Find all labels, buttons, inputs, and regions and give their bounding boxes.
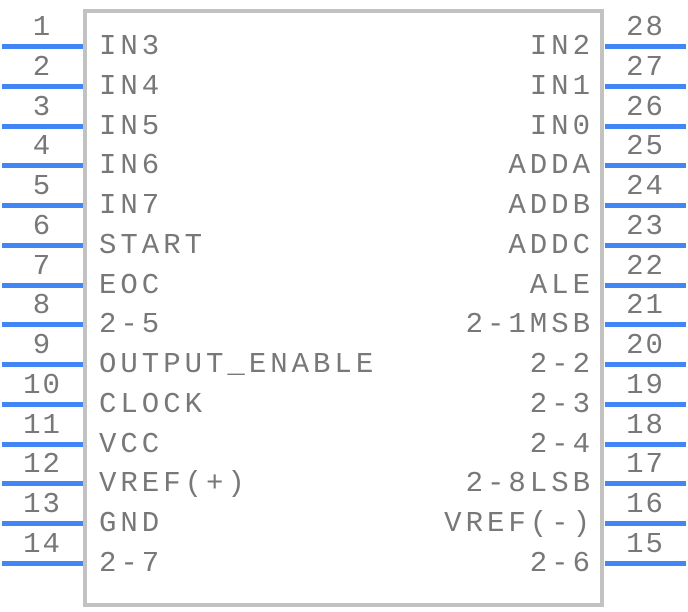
pin-label: VCC (99, 427, 164, 461)
pin-label: 2-2 (529, 348, 594, 382)
pin-number: 2 (32, 50, 53, 84)
pin-line (605, 401, 686, 407)
pin-number: 19 (626, 368, 665, 402)
pin-label: 2-3 (529, 387, 594, 421)
pin-number: 7 (32, 249, 53, 283)
pin-number: 5 (32, 170, 53, 204)
pin-line (2, 561, 83, 566)
pin-label: VREF(+) (99, 467, 249, 501)
pin-number: 21 (626, 289, 665, 323)
pin-label: OUTPUT_ENABLE (99, 348, 378, 382)
pin-line (605, 481, 686, 487)
pin-label: VREF(-) (444, 507, 594, 541)
pin-label: 2-1MSB (465, 308, 594, 342)
pin-line (605, 282, 686, 288)
pin-line (2, 44, 83, 49)
pin-line (605, 203, 686, 209)
pin-label: 2-8LSB (465, 467, 594, 501)
pin-line (2, 163, 83, 169)
pin-number: 22 (626, 249, 665, 283)
pin-line (605, 441, 686, 447)
pin-line (2, 401, 83, 407)
pin-line (2, 362, 83, 368)
pin-line (605, 521, 686, 527)
pin-line (605, 83, 686, 89)
pin-label: IN3 (99, 30, 164, 63)
pin-line (2, 123, 83, 129)
pin-number: 3 (32, 90, 53, 124)
pin-line (605, 123, 686, 129)
pin-line (605, 44, 686, 49)
pin-number: 17 (626, 448, 665, 482)
pin-label: EOC (99, 268, 164, 302)
pin-line (2, 242, 83, 248)
pin-line (2, 322, 83, 328)
pin-number: 11 (23, 408, 62, 442)
pin-number: 9 (32, 329, 53, 363)
pin-number: 26 (626, 90, 665, 124)
pin-label: IN2 (529, 30, 594, 63)
pin-line (605, 561, 686, 566)
ic-body (83, 9, 604, 607)
pin-label: IN1 (529, 69, 594, 103)
pin-line (605, 163, 686, 169)
pin-label: ADDC (508, 228, 594, 262)
pin-number: 15 (626, 528, 665, 561)
pin-line (605, 322, 686, 328)
pin-line (2, 282, 83, 288)
pin-label: IN6 (99, 149, 164, 183)
pin-line (2, 441, 83, 447)
pin-label: 2-5 (99, 308, 164, 342)
pin-line (2, 481, 83, 487)
pin-label: IN4 (99, 69, 164, 103)
pin-label: 2-6 (529, 547, 594, 580)
pin-number: 18 (626, 408, 665, 442)
pin-label: ADDA (508, 149, 594, 183)
pin-number: 10 (23, 368, 62, 402)
pin-label: IN7 (99, 189, 164, 223)
pin-label: 2-4 (529, 427, 594, 461)
pin-line (605, 362, 686, 368)
pin-line (2, 203, 83, 209)
pin-number: 6 (32, 209, 53, 243)
pin-number: 13 (23, 488, 62, 522)
pin-number: 4 (32, 130, 53, 164)
pin-label: IN5 (99, 109, 164, 143)
pin-number: 24 (626, 170, 665, 204)
pin-number: 23 (626, 209, 665, 243)
pin-number: 12 (23, 448, 62, 482)
pin-label: ALE (529, 268, 594, 302)
pin-line (2, 83, 83, 89)
pin-label: GND (99, 507, 164, 541)
pin-number: 14 (23, 528, 62, 561)
pin-label: START (99, 228, 207, 262)
pin-label: ADDB (508, 189, 594, 223)
pin-label: IN0 (529, 109, 594, 143)
pin-number: 28 (626, 11, 665, 44)
pin-line (605, 242, 686, 248)
pin-number: 27 (626, 50, 665, 84)
pin-number: 8 (32, 289, 53, 323)
pin-number: 20 (626, 329, 665, 363)
pin-number: 1 (32, 11, 53, 44)
pin-number: 25 (626, 130, 665, 164)
pin-label: 2-7 (99, 547, 164, 580)
pin-label: CLOCK (99, 387, 207, 421)
pin-number: 16 (626, 488, 665, 522)
pin-line (2, 521, 83, 527)
